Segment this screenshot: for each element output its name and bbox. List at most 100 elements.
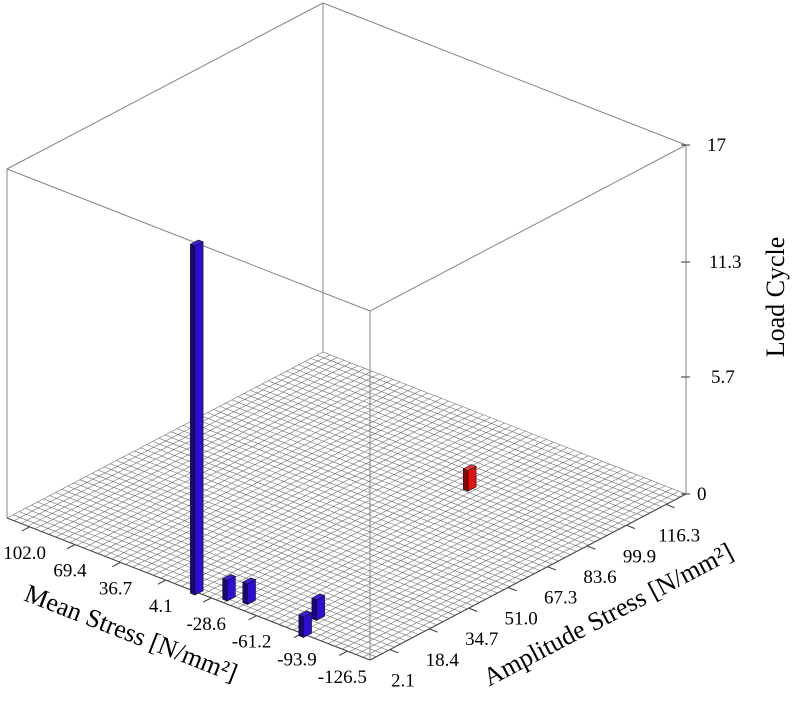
mesh-line — [243, 393, 608, 536]
mesh-line — [298, 364, 662, 508]
mesh-line — [327, 477, 645, 644]
z-tick-label: 11.3 — [709, 252, 742, 273]
mesh-line — [209, 430, 526, 598]
bar-top-face — [221, 574, 237, 581]
mesh-line — [341, 482, 659, 650]
mesh-line — [177, 428, 541, 571]
bar-side-face — [463, 468, 469, 492]
bar-side-face — [242, 581, 248, 605]
x-tick-label: 4.1 — [149, 596, 173, 617]
top-edge — [6, 168, 371, 312]
mesh-line — [279, 458, 596, 625]
mesh-line — [334, 480, 652, 647]
mesh-line — [258, 450, 575, 617]
y-tick — [468, 607, 478, 612]
mesh-line — [300, 466, 617, 633]
y-axis-line — [369, 493, 687, 661]
x-tick — [248, 615, 257, 621]
x-tick-label: -93.9 — [277, 649, 317, 670]
mesh-line — [362, 491, 680, 658]
mesh-line — [251, 447, 568, 614]
mesh-line — [262, 383, 626, 527]
y-tick-label: 51.0 — [505, 608, 538, 629]
mesh-line — [230, 439, 547, 606]
mesh-line — [293, 463, 610, 631]
mesh-line — [244, 444, 561, 612]
bar-top-face — [242, 577, 257, 585]
z-tick-label: 5.7 — [711, 367, 735, 388]
mesh-line — [249, 390, 614, 533]
mesh-line — [322, 351, 687, 495]
bar-top-face — [311, 593, 326, 601]
mesh-line — [265, 452, 582, 620]
bar-top-face — [462, 464, 477, 471]
mesh-line — [231, 399, 595, 543]
mesh-line — [216, 433, 533, 601]
mesh-line — [355, 488, 673, 655]
mesh-line — [304, 361, 668, 504]
tick-labels: 102.0 69.4 36.7 4.1 -28.6 -61.2-93.9-126.5 2.1… — [3, 135, 741, 692]
mesh-line — [310, 358, 674, 501]
x-tick — [112, 561, 121, 568]
bars — [189, 239, 477, 638]
front-edges — [6, 145, 687, 661]
y-tick-label: 34.7 — [465, 629, 498, 650]
mesh-line — [316, 354, 681, 498]
mesh-line — [170, 431, 535, 575]
mesh-line — [213, 409, 577, 552]
y-tick — [389, 649, 399, 654]
bar-side-face — [190, 243, 196, 596]
bar-side-face — [298, 614, 304, 638]
mesh-line — [219, 406, 583, 549]
bar-top-face — [189, 239, 204, 247]
mesh-line — [272, 455, 589, 623]
mesh-line — [321, 474, 638, 642]
mesh-line — [225, 402, 589, 546]
mesh-line — [307, 469, 624, 636]
mesh-line — [286, 460, 603, 628]
mesh-line — [195, 418, 559, 562]
x-tick — [66, 544, 76, 550]
mesh-line — [286, 370, 650, 514]
top-edge — [322, 2, 687, 146]
bar-front-face — [194, 241, 204, 596]
x-tick-label: -28.6 — [186, 614, 226, 635]
x-tick — [339, 650, 348, 656]
mesh-line — [164, 434, 529, 578]
y-tick — [665, 503, 675, 509]
x-tick — [21, 526, 30, 532]
y-tick — [547, 566, 557, 571]
y-tick-label: 18.4 — [426, 650, 460, 671]
mesh-line — [189, 421, 553, 565]
x-tick-label: 69.4 — [53, 561, 87, 582]
bar-side-face — [222, 578, 228, 602]
top-edge — [369, 144, 687, 312]
y-tick-label: 67.3 — [544, 588, 577, 609]
mesh-line — [268, 380, 632, 523]
mesh-line — [195, 425, 512, 592]
x-tick — [202, 597, 212, 603]
y-tick — [507, 586, 517, 592]
mesh-line — [202, 428, 519, 595]
x-tick — [157, 579, 167, 585]
y-tick-label: 99.9 — [623, 546, 656, 567]
y-tick — [586, 545, 596, 550]
z-tick-label: 0 — [697, 484, 707, 505]
mesh-line — [237, 396, 602, 539]
axis-ticks — [21, 144, 690, 656]
mesh-line — [280, 374, 644, 517]
y-tick-label: 116.3 — [658, 525, 700, 546]
x-tick-label: -126.5 — [318, 667, 367, 688]
mesh-line — [256, 386, 620, 530]
mesh-line — [201, 415, 565, 559]
y-tick — [429, 628, 438, 633]
z-tick-label: 17 — [707, 135, 726, 156]
mesh-line — [183, 425, 547, 568]
mesh-line — [223, 436, 540, 603]
z-axis-title: Load Cycle — [761, 237, 790, 358]
mesh-line — [314, 471, 631, 639]
mesh-line — [292, 367, 656, 511]
y-tick-label: 83.6 — [583, 567, 616, 588]
